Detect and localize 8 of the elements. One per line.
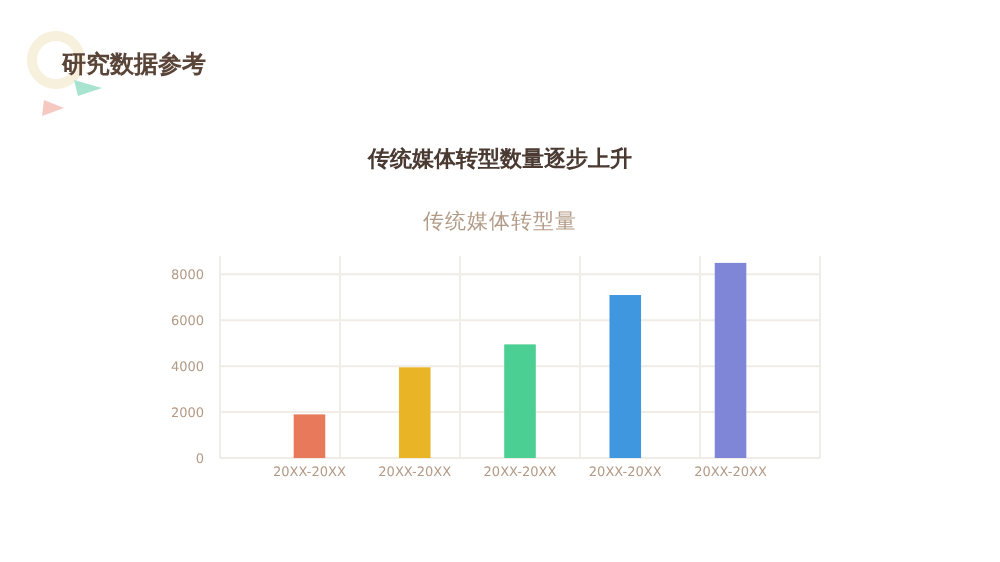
bar bbox=[714, 262, 747, 458]
text: 研究数据参考 bbox=[60, 50, 206, 78]
bar bbox=[609, 295, 642, 458]
chart-title: 传统媒体转型数量逐步上升 bbox=[366, 146, 632, 172]
chart-subtitle: 传统媒体转型量 bbox=[423, 208, 577, 234]
bar bbox=[293, 414, 326, 458]
bar bbox=[504, 344, 536, 458]
bar bbox=[398, 367, 431, 458]
